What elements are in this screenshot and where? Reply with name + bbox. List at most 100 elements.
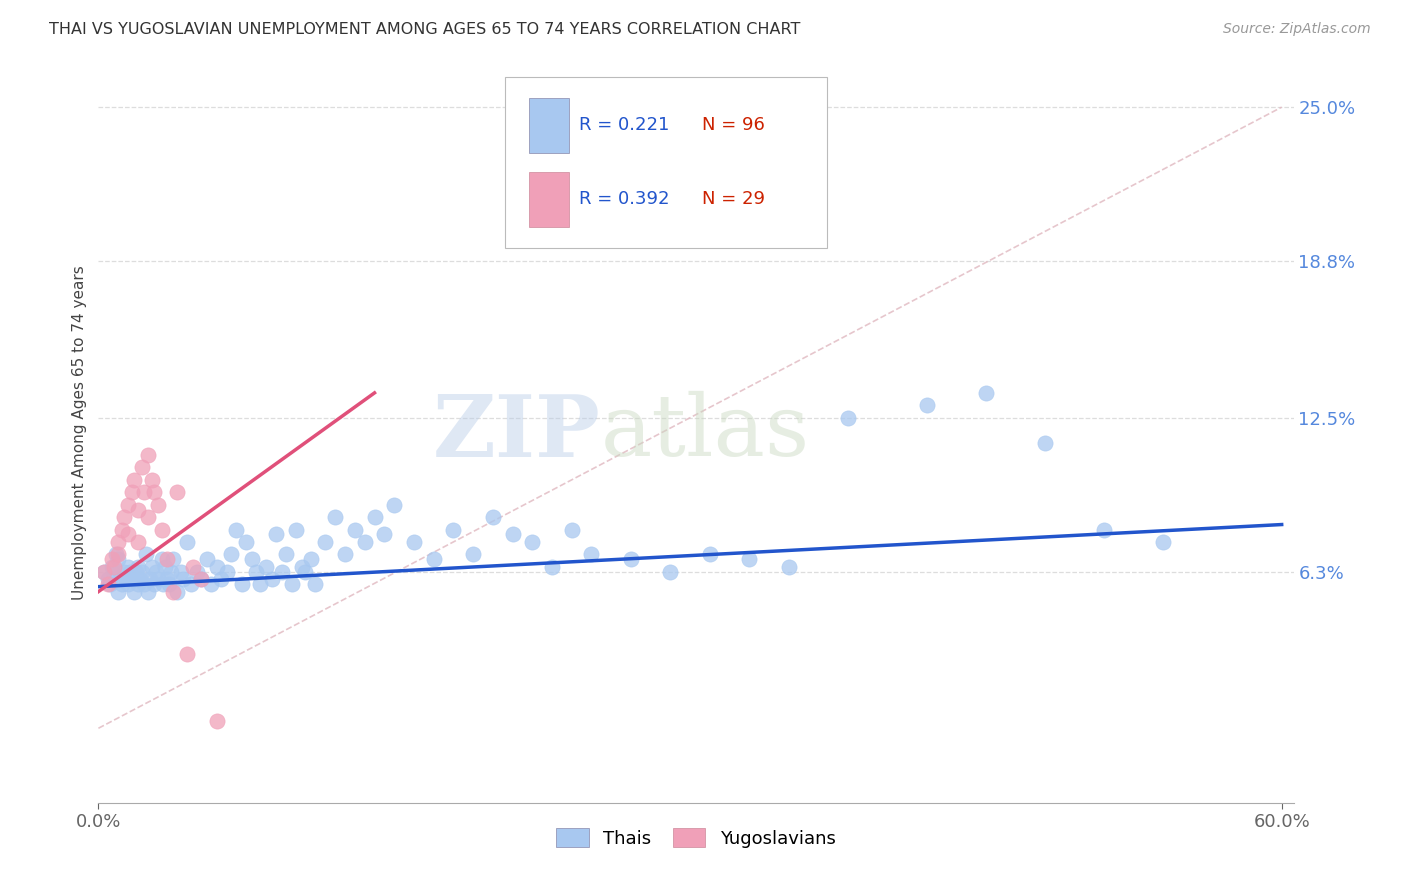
Point <box>136 510 159 524</box>
Point <box>219 547 242 561</box>
Point <box>118 565 141 579</box>
Point <box>541 559 564 574</box>
Point <box>778 559 800 574</box>
Point <box>441 523 464 537</box>
Point <box>260 572 283 586</box>
Point <box>245 565 267 579</box>
Point <box>363 510 385 524</box>
Point <box>152 577 174 591</box>
Point <box>264 527 287 541</box>
Point <box>141 473 163 487</box>
Point <box>402 535 425 549</box>
Point <box>107 584 129 599</box>
Point <box>93 565 115 579</box>
Point <box>117 498 139 512</box>
Point <box>156 572 179 586</box>
Point <box>141 559 163 574</box>
Point <box>157 577 180 591</box>
Point <box>172 572 194 586</box>
Point <box>343 523 366 537</box>
Point <box>659 565 682 579</box>
Point <box>1033 435 1056 450</box>
Point <box>581 547 603 561</box>
Point <box>270 565 292 579</box>
Point <box>150 552 173 566</box>
Point <box>107 535 129 549</box>
Text: N = 29: N = 29 <box>702 190 765 209</box>
Point <box>162 552 184 566</box>
Point <box>127 502 149 516</box>
Point <box>561 523 583 537</box>
Point <box>107 552 129 566</box>
Point <box>422 552 444 566</box>
Point <box>522 535 544 549</box>
Point <box>205 714 228 728</box>
Text: THAI VS YUGOSLAVIAN UNEMPLOYMENT AMONG AGES 65 TO 74 YEARS CORRELATION CHART: THAI VS YUGOSLAVIAN UNEMPLOYMENT AMONG A… <box>49 22 800 37</box>
Point <box>101 552 124 566</box>
Point <box>97 577 120 591</box>
Point <box>240 552 263 566</box>
Point <box>195 552 218 566</box>
Text: ZIP: ZIP <box>433 391 600 475</box>
Text: atlas: atlas <box>600 391 810 475</box>
Point <box>132 485 155 500</box>
Point <box>146 498 169 512</box>
Point <box>284 523 307 537</box>
Point <box>98 577 121 591</box>
Point <box>1092 523 1115 537</box>
Point <box>142 485 165 500</box>
Point <box>299 552 322 566</box>
Point <box>97 572 120 586</box>
Point <box>699 547 721 561</box>
Text: Source: ZipAtlas.com: Source: ZipAtlas.com <box>1223 22 1371 37</box>
Point <box>254 559 277 574</box>
Point <box>136 448 159 462</box>
Point <box>231 577 253 591</box>
Point <box>280 577 302 591</box>
Point <box>127 577 149 591</box>
Text: R = 0.392: R = 0.392 <box>579 190 669 209</box>
Point <box>105 547 128 561</box>
Point <box>166 485 188 500</box>
Point <box>115 572 138 586</box>
Point <box>138 572 160 586</box>
FancyBboxPatch shape <box>529 98 569 153</box>
Point <box>323 510 346 524</box>
Point <box>314 535 336 549</box>
Point <box>915 398 938 412</box>
Point <box>294 565 316 579</box>
Point <box>103 567 125 582</box>
Point <box>145 565 167 579</box>
Point <box>122 473 145 487</box>
Point <box>373 527 395 541</box>
Point <box>190 572 212 586</box>
Point <box>382 498 405 512</box>
Legend: Thais, Yugoslavians: Thais, Yugoslavians <box>547 819 845 856</box>
Point <box>103 559 125 574</box>
Y-axis label: Unemployment Among Ages 65 to 74 years: Unemployment Among Ages 65 to 74 years <box>72 265 87 600</box>
Point <box>131 460 153 475</box>
Point <box>353 535 375 549</box>
Point <box>117 577 139 591</box>
Point <box>170 565 193 579</box>
Point <box>127 559 149 574</box>
FancyBboxPatch shape <box>505 78 827 247</box>
Point <box>111 577 134 591</box>
Point <box>190 572 212 586</box>
Point <box>93 565 115 579</box>
Text: R = 0.221: R = 0.221 <box>579 116 669 135</box>
Point <box>121 572 143 586</box>
Point <box>150 523 173 537</box>
Point <box>108 572 131 586</box>
Point <box>974 385 997 400</box>
Point <box>1152 535 1174 549</box>
Point <box>463 547 485 561</box>
Point <box>738 552 761 566</box>
Point <box>128 572 150 586</box>
Point <box>215 565 238 579</box>
Point <box>290 559 312 574</box>
Point <box>620 552 643 566</box>
Point <box>101 559 124 574</box>
Point <box>186 565 208 579</box>
Point <box>122 584 145 599</box>
